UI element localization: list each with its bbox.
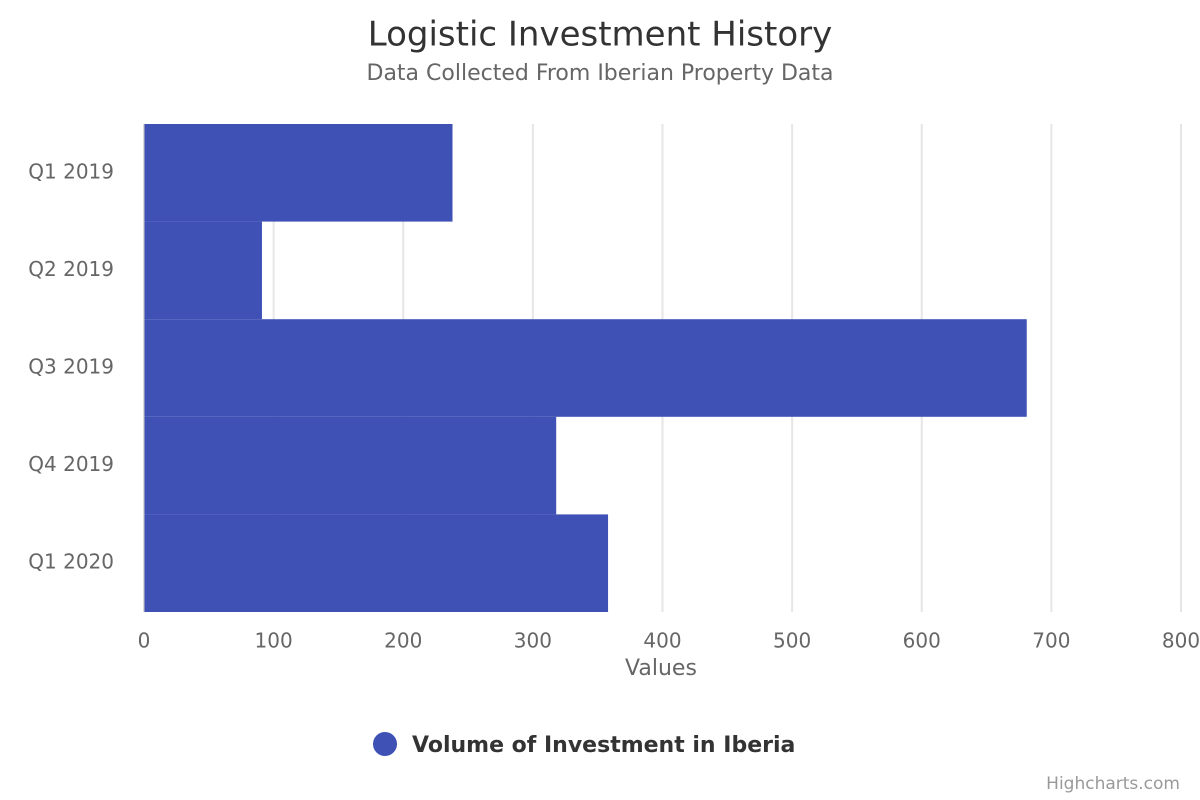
chart-title: Logistic Investment History [368, 15, 833, 55]
x-tick-label: 500 [773, 629, 811, 653]
legend-label[interactable]: Volume of Investment in Iberia [412, 733, 795, 758]
x-axis-title: Values [625, 656, 697, 681]
bar [144, 416, 557, 515]
legend-marker[interactable] [373, 732, 397, 756]
bar [144, 319, 1027, 417]
bar [144, 221, 262, 320]
y-tick-label: Q3 2019 [28, 355, 114, 379]
y-tick-label: Q2 2019 [28, 257, 114, 281]
y-tick-label: Q1 2019 [28, 159, 114, 183]
bar [144, 514, 609, 612]
y-tick-label: Q1 2020 [28, 550, 114, 574]
x-tick-label: 700 [1032, 629, 1070, 653]
y-tick-label: Q4 2019 [28, 452, 114, 476]
x-tick-label: 800 [1162, 629, 1200, 653]
bar [144, 124, 453, 222]
credits[interactable]: Highcharts.com [1046, 774, 1180, 794]
x-tick-label: 600 [903, 629, 941, 653]
x-tick-label: 0 [138, 629, 151, 653]
x-tick-label: 400 [643, 629, 681, 653]
x-tick-label: 100 [255, 629, 293, 653]
x-tick-label: 300 [514, 629, 552, 653]
x-tick-label: 200 [384, 629, 422, 653]
chart-subtitle: Data Collected From Iberian Property Dat… [367, 61, 834, 86]
